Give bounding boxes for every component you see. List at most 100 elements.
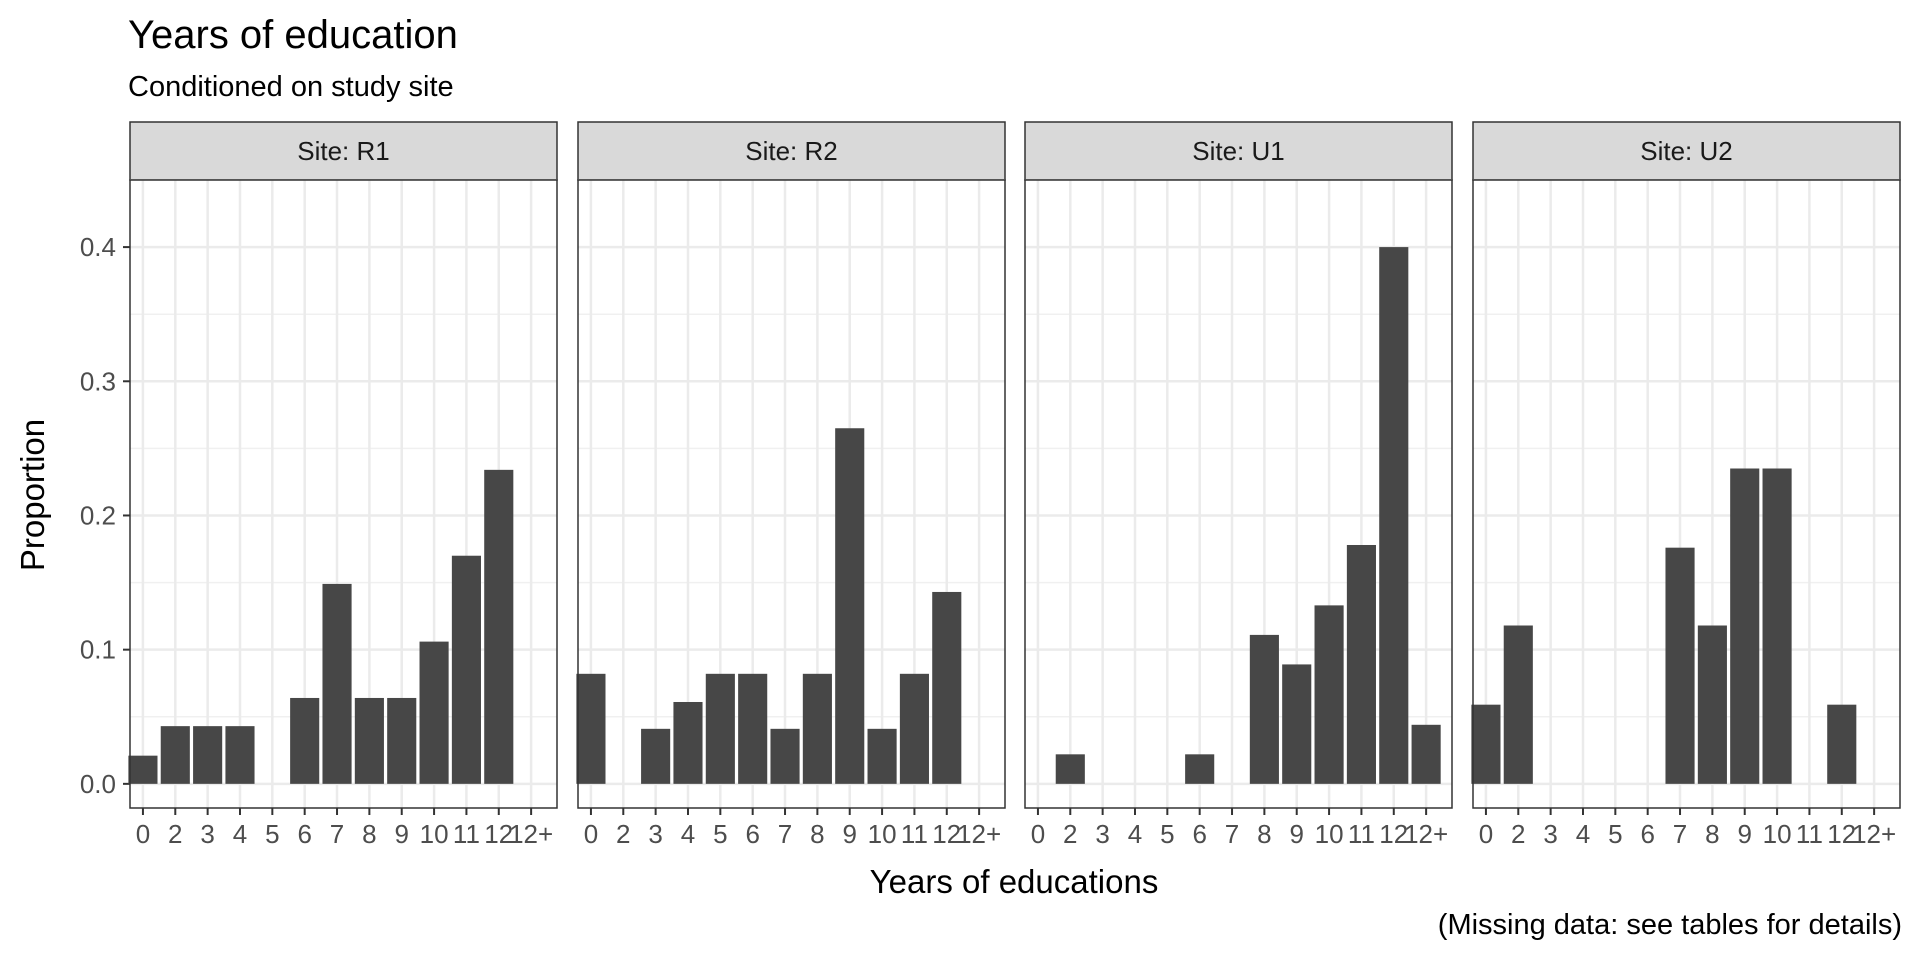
y-axis-title: Proportion: [14, 419, 51, 571]
x-tick-label: 5: [1608, 819, 1622, 849]
x-tick-label: 8: [1257, 819, 1271, 849]
x-tick-label: 7: [330, 819, 344, 849]
x-tick-label: 10: [868, 819, 897, 849]
y-tick-label: 0.4: [80, 232, 116, 262]
bar: [484, 469, 514, 784]
x-tick-label: 3: [200, 819, 214, 849]
bar: [387, 697, 417, 784]
bar: [419, 641, 449, 784]
x-tick-label: 4: [681, 819, 695, 849]
x-tick-label: 11: [1348, 819, 1375, 849]
x-tick-label: 0: [1031, 819, 1045, 849]
bar: [1827, 704, 1857, 784]
bar: [932, 591, 962, 784]
x-tick-label: 6: [1192, 819, 1206, 849]
y-tick-label: 0.0: [80, 769, 116, 799]
bar: [1503, 625, 1533, 784]
bar: [225, 726, 255, 784]
bar: [1314, 605, 1344, 784]
facet-strip-label: Site: U1: [1192, 136, 1285, 166]
x-tick-label: 12: [932, 819, 961, 849]
facet-strip: [577, 121, 1006, 181]
bar: [1697, 625, 1727, 784]
bar: [290, 697, 320, 784]
facet-strip-label: Site: R1: [297, 136, 390, 166]
x-tick-label: 6: [745, 819, 759, 849]
bar: [867, 728, 897, 784]
x-tick-label: 9: [1737, 819, 1751, 849]
x-tick-label: 2: [1511, 819, 1525, 849]
x-tick-label: 12+: [1404, 819, 1448, 849]
bar: [1665, 547, 1695, 784]
bar: [641, 728, 671, 784]
x-tick-label: 11: [901, 819, 928, 849]
bar: [802, 673, 832, 784]
chart-title: Years of education: [128, 13, 458, 57]
bar: [1249, 634, 1279, 784]
x-tick-label: 2: [1063, 819, 1077, 849]
bar: [128, 755, 158, 784]
bar: [1471, 704, 1501, 784]
x-tick-label: 8: [362, 819, 376, 849]
chart-caption: (Missing data: see tables for details): [1438, 909, 1902, 941]
x-tick-label: 12: [1379, 819, 1408, 849]
panel-border: [1472, 179, 1901, 809]
x-tick-label: 5: [265, 819, 279, 849]
panel-border: [1024, 179, 1453, 809]
x-axis-title: Years of educations: [870, 863, 1159, 900]
bar: [1185, 754, 1215, 784]
x-tick-label: 12: [1827, 819, 1856, 849]
bar: [1762, 468, 1792, 784]
bar: [835, 428, 865, 784]
x-tick-label: 11: [453, 819, 480, 849]
x-tick-label: 7: [1673, 819, 1687, 849]
bar: [705, 673, 735, 784]
x-tick-label: 10: [1763, 819, 1792, 849]
x-tick-label: 12: [484, 819, 513, 849]
facet-strip: [1472, 121, 1901, 181]
x-tick-label: 4: [233, 819, 247, 849]
bar: [1055, 754, 1085, 784]
x-tick-label: 0: [1479, 819, 1493, 849]
bar: [1346, 544, 1376, 784]
chart-subtitle: Conditioned on study site: [128, 71, 454, 103]
panel-border: [129, 179, 558, 809]
bar: [1411, 724, 1441, 784]
x-tick-label: 8: [1705, 819, 1719, 849]
x-tick-label: 10: [420, 819, 449, 849]
bar: [451, 555, 481, 784]
facet-strip-label: Site: U2: [1640, 136, 1733, 166]
y-tick-label: 0.3: [80, 366, 116, 396]
bar: [322, 583, 352, 784]
facet-strip-label: Site: R2: [745, 136, 838, 166]
x-tick-label: 3: [1543, 819, 1557, 849]
bar: [738, 673, 768, 784]
x-tick-label: 7: [1225, 819, 1239, 849]
x-tick-label: 9: [842, 819, 856, 849]
x-tick-label: 11: [1796, 819, 1823, 849]
x-tick-label: 7: [778, 819, 792, 849]
x-tick-label: 3: [1095, 819, 1109, 849]
x-tick-label: 10: [1315, 819, 1344, 849]
y-axis: 0.0 0.1 0.2 0.3 0.4: [80, 232, 130, 799]
x-tick-label: 0: [136, 819, 150, 849]
x-tick-label: 6: [1640, 819, 1654, 849]
x-tick-label: 12+: [1852, 819, 1896, 849]
x-tick-label: 5: [1160, 819, 1174, 849]
bar: [899, 673, 929, 784]
x-tick-label: 6: [297, 819, 311, 849]
bar: [1379, 247, 1409, 784]
bar: [1282, 664, 1312, 784]
x-tick-label: 2: [168, 819, 182, 849]
x-tick-label: 9: [1289, 819, 1303, 849]
bar: [354, 697, 384, 784]
bar: [770, 728, 800, 784]
facet-strip: [129, 121, 558, 181]
x-tick-label: 12+: [509, 819, 553, 849]
x-tick-label: 5: [713, 819, 727, 849]
x-tick-label: 4: [1128, 819, 1142, 849]
